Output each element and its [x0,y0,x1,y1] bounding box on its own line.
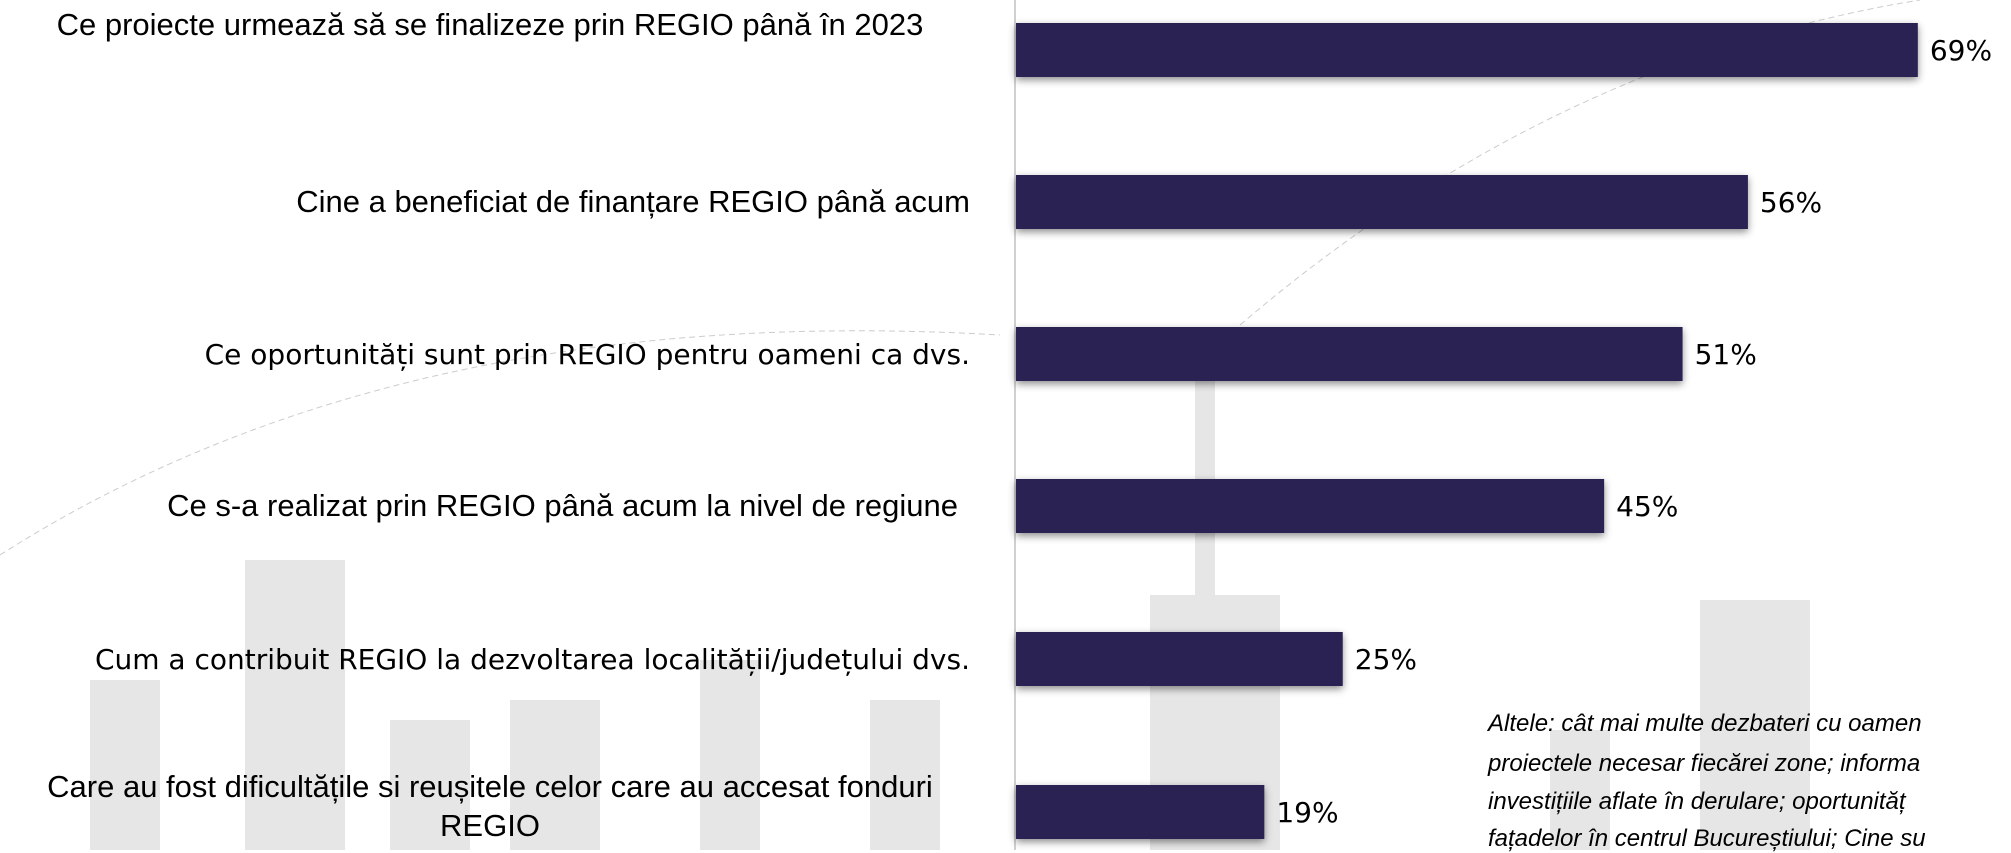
category-label: Ce s-a realizat prin REGIO până acum la … [167,487,958,523]
bar [1016,479,1605,533]
footnote-line: proiectele necesar fiecărei zone; inform… [1488,750,1921,777]
background-skyline [90,380,1810,850]
value-label: 51% [1695,338,1757,371]
category-label: Ce proiecte urmează să se finalizeze pri… [56,7,924,42]
bar [1016,785,1265,839]
bar [1016,23,1918,77]
bar [1016,632,1343,686]
value-label: 69% [1930,34,1992,67]
decor-arc [1239,0,1921,326]
bar [1016,175,1748,229]
footnote-line: investițiile aflate în derulare; oportun… [1488,788,1906,815]
value-label: 25% [1355,643,1417,676]
footnote-line: fațadelor în centrul Bucureștiului; Cine… [1488,825,1926,852]
bar [1016,327,1683,381]
value-label: 45% [1616,490,1678,523]
footnote-line: Altele: cât mai multe dezbateri cu oamen [1488,710,1922,737]
value-label: 19% [1276,796,1338,829]
category-label: Cum a contribuit REGIO la dezvoltarea lo… [94,642,970,676]
value-label: 56% [1760,186,1822,219]
category-label: Care au fost dificultățile si reușitele … [47,769,933,843]
category-label: Cine a beneficiat de finanțare REGIO pân… [296,183,970,219]
category-label: Ce oportunități sunt prin REGIO pentru o… [204,337,970,371]
